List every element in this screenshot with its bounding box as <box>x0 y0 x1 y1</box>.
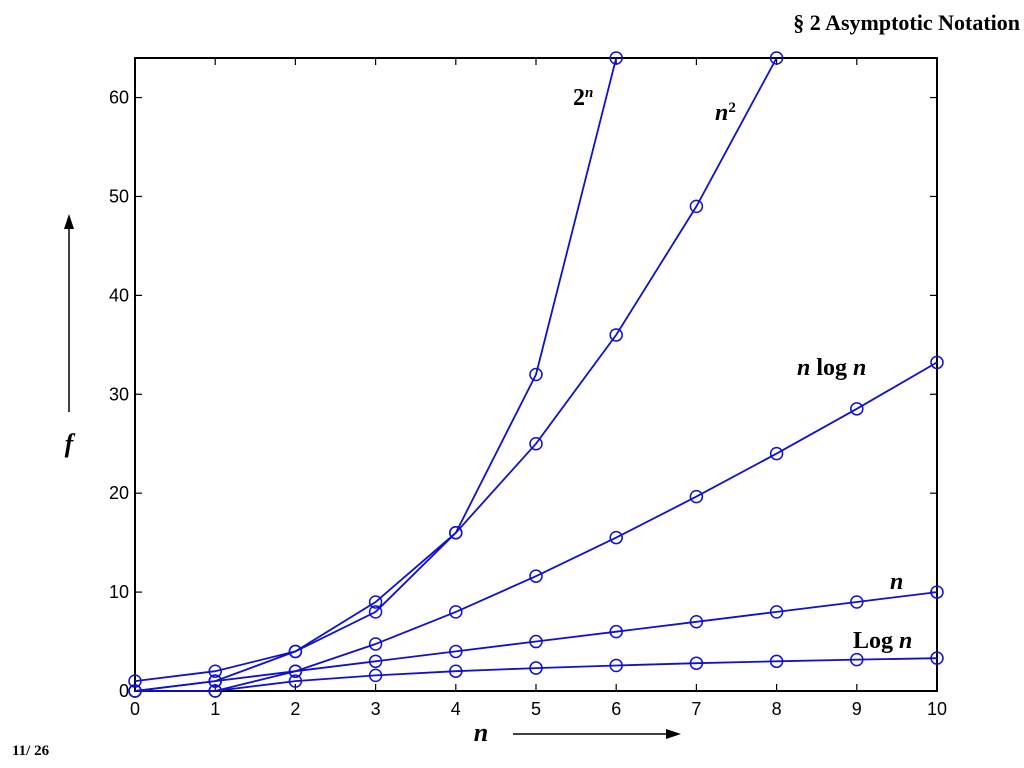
series-3 <box>128 585 944 698</box>
series-4 <box>208 651 944 698</box>
series-line <box>215 657 938 692</box>
x-tick-label: 8 <box>772 699 782 719</box>
series-label-part: Log <box>853 628 899 654</box>
y-tick-label: 40 <box>109 285 129 305</box>
data-point <box>368 668 383 683</box>
data-point <box>368 637 383 651</box>
series-line <box>134 57 778 692</box>
data-point <box>930 585 944 599</box>
y-tick-label: 0 <box>119 681 129 701</box>
series-label: n2 <box>715 100 736 126</box>
series-label: n <box>890 569 903 595</box>
data-point <box>529 436 543 451</box>
series-label-part: n <box>797 355 810 381</box>
series-line <box>134 591 938 692</box>
data-point <box>850 402 864 416</box>
y-axis-arrow <box>64 214 74 412</box>
data-point <box>769 605 784 619</box>
x-tick-label: 10 <box>927 699 947 719</box>
page-number: 11/ 26 <box>12 743 50 759</box>
x-tick-label: 9 <box>852 699 862 719</box>
data-point <box>529 661 543 675</box>
data-point <box>609 658 623 673</box>
series-label-part: n <box>853 355 866 381</box>
data-point <box>850 595 864 609</box>
data-point <box>850 652 864 667</box>
slide-header: § 2 Asymptotic Notation <box>793 10 1020 35</box>
series-label-part: log <box>810 355 853 381</box>
data-point <box>288 674 303 688</box>
series-line <box>134 57 618 682</box>
data-point <box>769 654 784 669</box>
data-point <box>689 615 704 629</box>
series-label-part: n <box>899 628 912 654</box>
y-tick-label: 50 <box>109 186 129 206</box>
data-point <box>368 595 383 609</box>
x-tick-label: 6 <box>611 699 621 719</box>
data-point <box>368 605 383 619</box>
data-point <box>449 526 463 540</box>
series-label: n log n <box>797 355 866 381</box>
data-point <box>128 674 142 688</box>
x-tick-label: 4 <box>451 699 461 719</box>
data-point <box>208 674 222 688</box>
x-axis-label: n <box>474 718 488 747</box>
series-layer <box>128 51 944 698</box>
data-point <box>449 605 463 619</box>
data-point <box>208 664 222 678</box>
data-point <box>529 569 543 583</box>
series-label: Log n <box>853 628 912 654</box>
data-point <box>609 328 623 342</box>
data-point <box>609 51 623 65</box>
x-tick-label: 0 <box>130 699 140 719</box>
series-0 <box>128 51 623 688</box>
data-point <box>930 355 944 370</box>
series-line <box>135 361 938 692</box>
series-1 <box>128 51 784 698</box>
data-point <box>769 51 784 65</box>
y-tick-label: 60 <box>109 88 129 108</box>
data-point <box>689 656 704 670</box>
x-tick-label: 5 <box>531 699 541 719</box>
series-2 <box>128 355 944 698</box>
y-tick-label: 10 <box>109 582 129 602</box>
y-tick-label: 20 <box>109 483 129 503</box>
series-label-part: 2 <box>728 100 736 116</box>
data-point <box>449 664 463 678</box>
data-point <box>288 644 303 659</box>
x-tick-label: 7 <box>691 699 701 719</box>
y-tick-label: 30 <box>109 384 129 404</box>
data-point <box>609 624 623 639</box>
data-point <box>449 644 463 659</box>
data-point <box>529 634 543 649</box>
x-tick-label: 3 <box>371 699 381 719</box>
data-point <box>769 446 784 461</box>
x-tick-label: 1 <box>210 699 220 719</box>
data-point <box>689 199 704 214</box>
series-label-part: n <box>585 85 593 101</box>
axis-ticks: 0 1 2 3 4 5 6 7 8 9 10 0 10 20 30 40 50 60 <box>109 58 947 719</box>
series-label: 2n <box>573 85 593 111</box>
y-axis-label: f <box>65 429 76 458</box>
data-point <box>529 367 543 382</box>
data-point <box>930 651 944 665</box>
data-point <box>609 530 623 545</box>
x-tick-label: 2 <box>290 699 300 719</box>
data-point <box>689 489 704 504</box>
data-point <box>288 664 303 678</box>
series-label-part: n <box>715 100 728 126</box>
x-axis-arrow <box>513 729 681 739</box>
data-point <box>128 684 142 698</box>
data-point <box>368 654 383 669</box>
series-label-part: n <box>890 569 903 595</box>
series-label-part: 2 <box>573 85 585 111</box>
data-point <box>208 684 222 698</box>
